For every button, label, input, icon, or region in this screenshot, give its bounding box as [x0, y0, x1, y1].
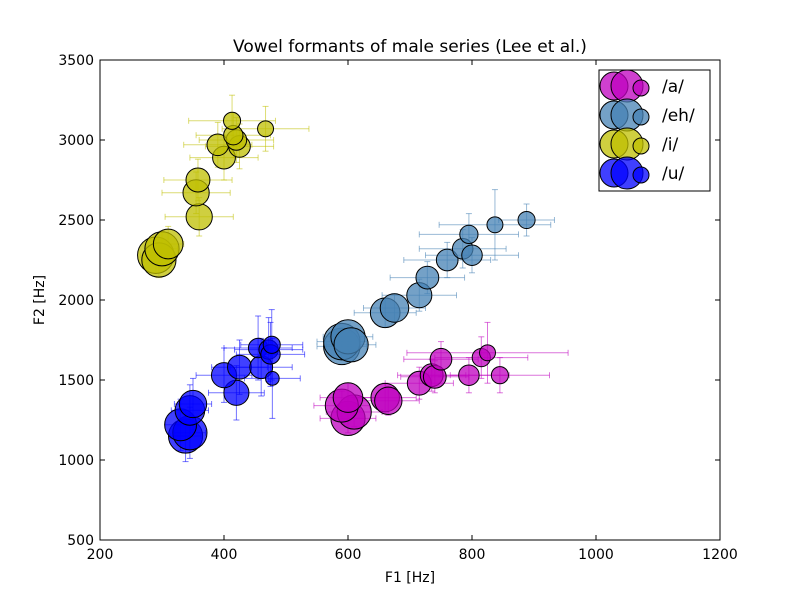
legend-marker-small: [632, 137, 650, 155]
data-point: [379, 293, 410, 323]
legend-marker-small: [632, 166, 650, 184]
data-point: [435, 248, 459, 272]
legend-label: /i/: [662, 135, 678, 155]
legend-entry-eh: /eh/: [599, 98, 695, 132]
data-point: [185, 203, 213, 231]
data-point: [479, 344, 496, 362]
axis-ticks: 200 400 600 800 1000 1200 500 1000 1500 2000 2500 3…: [58, 53, 737, 563]
x-tick-label: 1000: [578, 547, 614, 563]
data-point: [262, 335, 281, 354]
x-tick-label: 600: [335, 547, 362, 563]
series-u: [164, 335, 281, 454]
data-point: [486, 216, 504, 234]
legend-marker-small: [632, 79, 650, 97]
data-point: [429, 347, 453, 371]
y-tick-label: 3000: [58, 133, 94, 149]
data-point: [415, 265, 440, 290]
data-point: [265, 371, 280, 386]
legend-entry-i: /i/: [599, 127, 678, 161]
data-point: [178, 389, 208, 419]
data-point: [227, 354, 252, 380]
x-tick-label: 1200: [702, 547, 738, 563]
data-point: [185, 167, 211, 193]
y-tick-label: 3500: [58, 53, 94, 69]
y-tick-label: 1000: [58, 453, 94, 469]
legend-entry-u: /u/: [599, 156, 685, 190]
data-point: [223, 111, 242, 130]
x-tick-label: 800: [459, 547, 486, 563]
series-a: [324, 344, 509, 436]
x-tick-label: 400: [211, 547, 238, 563]
data-point: [459, 224, 479, 245]
data-point: [257, 120, 275, 138]
y-tick-label: 500: [67, 533, 94, 549]
legend-label: /a/: [662, 77, 684, 97]
data-point: [517, 210, 536, 230]
y-tick-label: 2500: [58, 213, 94, 229]
legend-marker-small: [632, 108, 650, 126]
y-axis-label: F2 [Hz]: [32, 275, 48, 325]
legend: /a/ /eh/ /i/ /u/: [598, 69, 711, 192]
y-tick-label: 2000: [58, 293, 94, 309]
data-point: [332, 382, 364, 413]
data-point: [461, 244, 483, 266]
legend-entry-a: /a/: [599, 69, 684, 103]
data-point: [490, 366, 509, 385]
legend-label: /u/: [662, 164, 685, 184]
x-axis-label: F1 [Hz]: [385, 570, 435, 586]
data-markers: [137, 111, 536, 454]
data-point: [333, 327, 369, 363]
data-point: [374, 386, 403, 415]
series-eh: [323, 210, 536, 366]
data-point: [152, 228, 184, 260]
chart-title: Vowel formants of male series (Lee et al…: [233, 37, 587, 57]
x-tick-label: 200: [87, 547, 114, 563]
series-i: [137, 111, 275, 278]
plot-frame: [99, 59, 721, 541]
data-point: [458, 364, 480, 386]
legend-label: /eh/: [662, 106, 695, 126]
y-tick-label: 1500: [58, 373, 94, 389]
